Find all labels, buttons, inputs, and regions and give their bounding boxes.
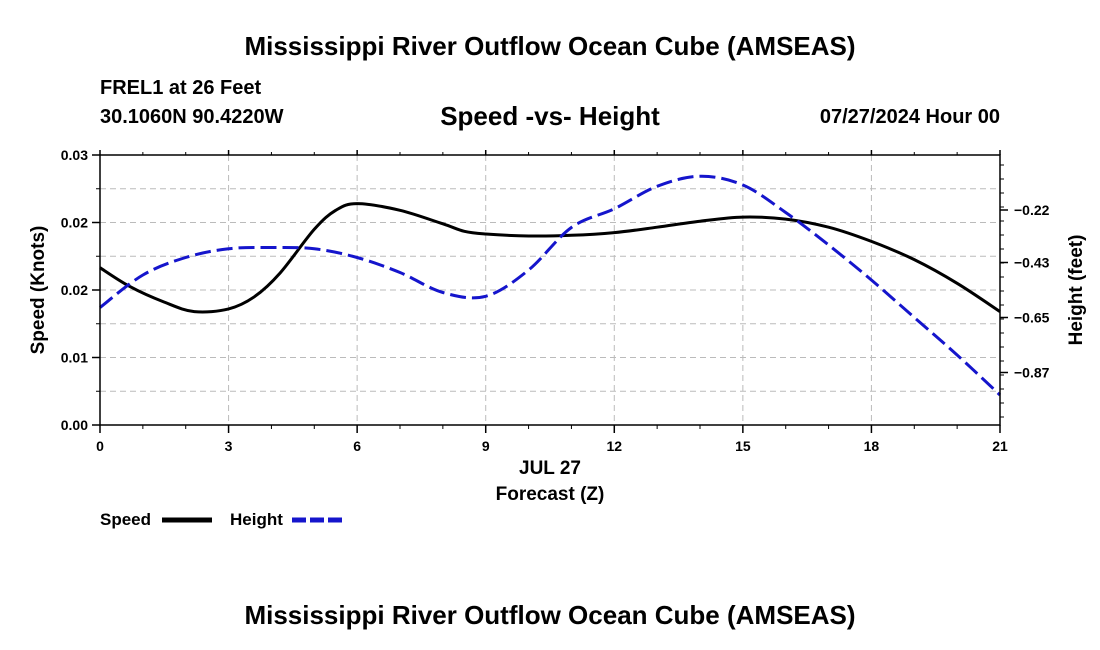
forecast-datetime: 07/27/2024 Hour 00 xyxy=(819,106,1000,128)
x-tick-label: 6 xyxy=(353,438,361,454)
station-coordinates: 30.1060N 90.4220W xyxy=(100,106,284,128)
x-tick-label: 0 xyxy=(96,438,104,454)
x-tick-label: 3 xyxy=(225,438,233,454)
y-right-tick-label: −0.65 xyxy=(1014,310,1050,326)
legend: Speed Height xyxy=(100,510,342,529)
legend-label-height: Height xyxy=(230,510,283,529)
tick-layer xyxy=(92,150,1008,433)
series-line-height xyxy=(99,174,1002,397)
station-label: FREL1 at 26 Feet xyxy=(100,77,262,99)
x-tick-label: 9 xyxy=(482,438,490,454)
label-layer: 0 3 6 9 12 15 18 21 0.00 0.01 0.02 0.02 0.03 −0.22 −0.… xyxy=(61,147,1050,454)
y-left-tick-label: 0.01 xyxy=(61,350,88,366)
y-right-tick-label: −0.87 xyxy=(1014,365,1050,381)
y-left-tick-label: 0.02 xyxy=(61,282,88,298)
y-left-tick-label: 0.02 xyxy=(61,215,88,231)
series-layer xyxy=(99,174,1002,397)
legend-label-speed: Speed xyxy=(100,510,151,529)
bottom-title: Mississippi River Outflow Ocean Cube (AM… xyxy=(244,600,856,630)
grid-layer xyxy=(99,155,1001,425)
x-tick-label: 21 xyxy=(992,438,1008,454)
y-right-tick-label: −0.43 xyxy=(1014,255,1050,271)
series-line-speed xyxy=(99,202,1001,314)
y-left-tick-label: 0.03 xyxy=(61,147,88,163)
chart-subtitle: Speed -vs- Height xyxy=(440,101,660,131)
y-axis-right-title: Height (feet) xyxy=(1066,235,1087,346)
main-title: Mississippi River Outflow Ocean Cube (AM… xyxy=(244,31,856,61)
y-left-tick-label: 0.00 xyxy=(61,417,88,433)
x-tick-label: 18 xyxy=(864,438,880,454)
x-axis-title: Forecast (Z) xyxy=(496,484,605,505)
x-tick-label: 15 xyxy=(735,438,751,454)
x-axis-date: JUL 27 xyxy=(519,458,581,479)
y-right-tick-label: −0.22 xyxy=(1014,202,1050,218)
x-tick-label: 12 xyxy=(606,438,622,454)
y-axis-left-title: Speed (Knots) xyxy=(28,226,49,355)
